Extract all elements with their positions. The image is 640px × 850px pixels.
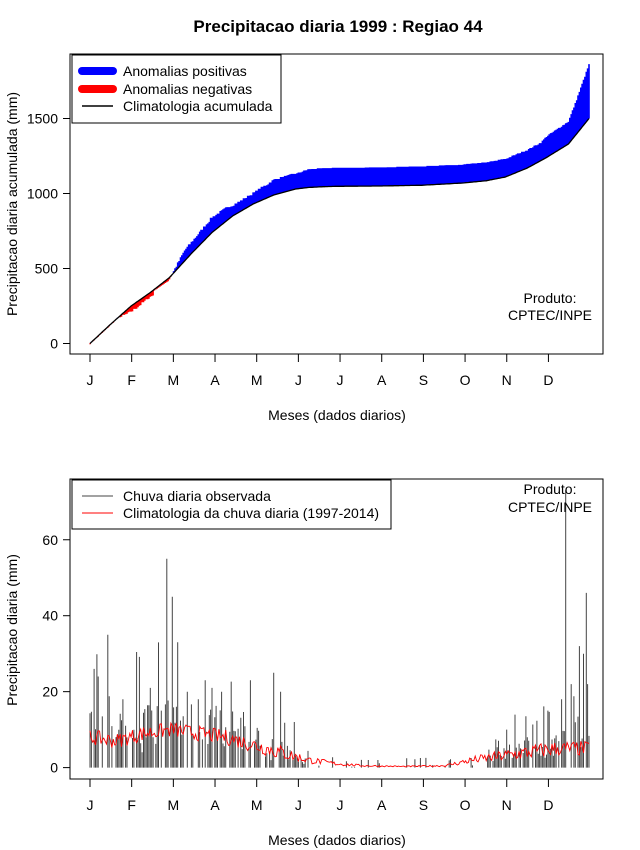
daily-ytick-label: 0 bbox=[50, 760, 58, 776]
daily-ytick-label: 20 bbox=[42, 684, 58, 700]
cumulative-ytick-label: 1000 bbox=[27, 186, 58, 202]
cumulative-xtick-label: N bbox=[502, 372, 512, 388]
cumulative-xtick-label: J bbox=[295, 372, 302, 388]
cumulative-lines bbox=[89, 118, 590, 344]
y-axis: 0 500 1000 1500 bbox=[27, 111, 70, 352]
daily-xtick-label: S bbox=[419, 797, 428, 813]
plot-frame bbox=[69, 478, 604, 780]
legend-label-negative: Anomalias negativas bbox=[123, 81, 252, 97]
y-axis: 0 20 40 60 bbox=[42, 532, 70, 776]
daily-xtick-label: A bbox=[210, 797, 220, 813]
climatology-line bbox=[89, 721, 590, 768]
cumulative-xtick-label: D bbox=[543, 372, 553, 388]
cumulative-xtick-label: A bbox=[210, 372, 220, 388]
legend-label-positive: Anomalias positivas bbox=[123, 63, 247, 79]
daily-chart: 0 20 40 60 J F M A M J J A S O N D Precipitacao diaria… bbox=[4, 478, 604, 848]
climatology-cumulative-line bbox=[89, 118, 590, 344]
cumulative-xtick-label: J bbox=[87, 372, 94, 388]
cumulative-ytick-label: 0 bbox=[50, 336, 58, 352]
daily-xtick-label: M bbox=[251, 797, 263, 813]
legend: Chuva diaria observada Climatologia da c… bbox=[71, 479, 392, 530]
daily-xtick-label: J bbox=[87, 797, 94, 813]
cumulative-xtick-label: S bbox=[419, 372, 428, 388]
legend-label-climatology: Climatologia acumulada bbox=[123, 98, 273, 114]
daily-xtick-label: O bbox=[460, 797, 471, 813]
legend-label-observed: Chuva diaria observada bbox=[123, 488, 271, 504]
cumulative-xtick-label: J bbox=[337, 372, 344, 388]
daily-xtick-label: M bbox=[168, 797, 180, 813]
cumulative-xtick-label: A bbox=[377, 372, 387, 388]
legend-label-climatology: Climatologia da chuva diaria (1997-2014) bbox=[123, 505, 379, 521]
daily-xtick-label: J bbox=[337, 797, 344, 813]
y-axis-label: Precipitacao diaria (mm) bbox=[4, 554, 20, 706]
daily-xtick-label: J bbox=[295, 797, 302, 813]
daily-xtick-label: F bbox=[127, 797, 136, 813]
cumulative-ytick-label: 500 bbox=[35, 261, 59, 277]
cumulative-chart: 0 500 1000 1500 J F M A M J J A S O N D Precipitacao d… bbox=[4, 53, 604, 423]
product-source: CPTEC/INPE bbox=[508, 307, 592, 323]
product-label: Produto: bbox=[524, 481, 577, 497]
x-axis-label: Meses (dados diarios) bbox=[268, 407, 406, 423]
plot-frame bbox=[69, 53, 604, 355]
cumulative-xtick-label: F bbox=[127, 372, 136, 388]
daily-xtick-label: D bbox=[543, 797, 553, 813]
y-axis-label: Precipitacao diaria acumulada (mm) bbox=[4, 92, 20, 316]
chart-title: Precipitacao diaria 1999 : Regiao 44 bbox=[193, 17, 483, 36]
daily-ytick-label: 60 bbox=[42, 532, 58, 548]
daily-ytick-label: 40 bbox=[42, 608, 58, 624]
climatology-daily-line bbox=[89, 721, 590, 768]
cumulative-xtick-label: M bbox=[251, 372, 263, 388]
cumulative-xtick-label: M bbox=[168, 372, 180, 388]
product-label: Produto: bbox=[524, 290, 577, 306]
observed-bars bbox=[89, 490, 590, 768]
observed-daily-bars bbox=[89, 490, 590, 768]
x-axis-label: Meses (dados diarios) bbox=[268, 832, 406, 848]
daily-xtick-label: N bbox=[502, 797, 512, 813]
legend: Anomalias positivas Anomalias negativas … bbox=[71, 54, 282, 124]
product-source: CPTEC/INPE bbox=[508, 499, 592, 515]
cumulative-ytick-label: 1500 bbox=[27, 111, 58, 127]
daily-xtick-label: A bbox=[377, 797, 387, 813]
cumulative-xtick-label: O bbox=[460, 372, 471, 388]
